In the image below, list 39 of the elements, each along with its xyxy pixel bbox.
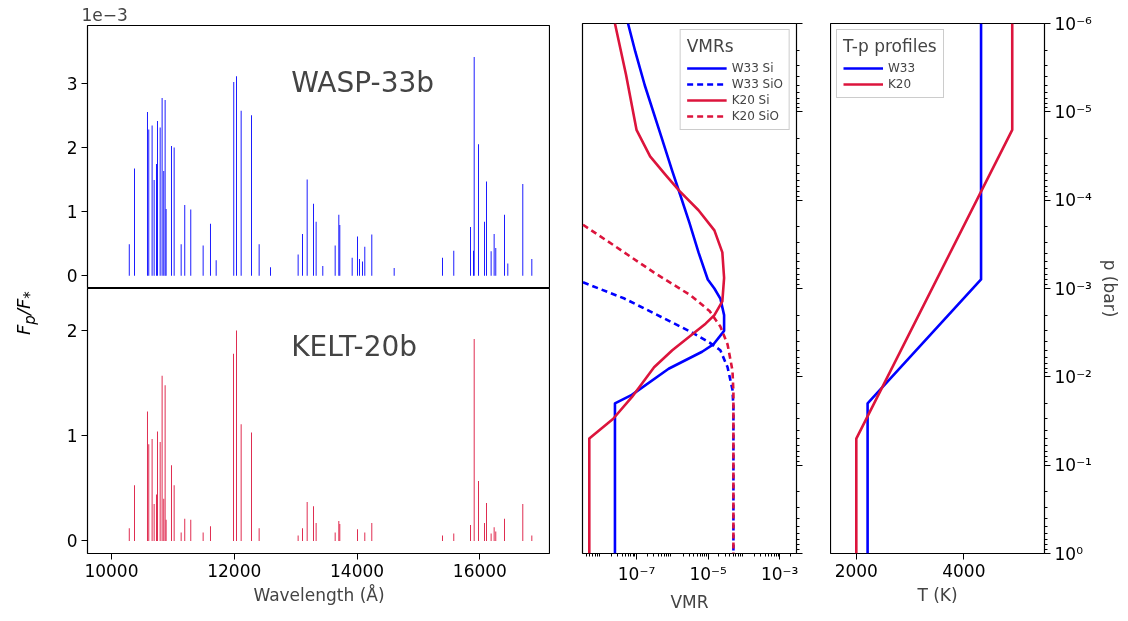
y-tick-label: 10⁻⁴ xyxy=(1054,190,1093,211)
legend-label: W33 Si xyxy=(731,61,774,75)
line-series xyxy=(866,23,983,554)
text: WASP-33b xyxy=(291,66,435,100)
y-tick-label: 2 xyxy=(66,321,78,342)
y-tick-label: 10⁻² xyxy=(1054,366,1092,387)
x-axis-title: T (K) xyxy=(916,584,958,605)
legend-title: VMRs xyxy=(686,36,735,56)
y-tick-label: 10⁻³ xyxy=(1054,278,1092,299)
y-tick-label: 1 xyxy=(66,426,78,447)
x-tick-label: 2000 xyxy=(834,560,878,581)
text: KELT-20b xyxy=(291,329,418,363)
x-tick-label: 12000 xyxy=(207,560,262,581)
y-axis-title: p (bar) xyxy=(1099,259,1120,318)
legend-label: W33 xyxy=(888,61,916,75)
legend-label: W33 SiO xyxy=(731,77,783,91)
x-tick-label: 10000 xyxy=(84,560,139,581)
y-tick-label: 10⁻⁵ xyxy=(1054,101,1092,122)
legend-label: K20 xyxy=(888,77,912,91)
y-tick-label: 0 xyxy=(66,266,78,287)
y-tick-label: 2 xyxy=(66,137,78,158)
text: 1e−3 xyxy=(81,4,128,25)
x-axis-title: Wavelength (Å) xyxy=(253,583,385,605)
x-tick-label: 10⁻⁵ xyxy=(689,563,727,584)
y-tick-label: 0 xyxy=(66,531,78,552)
x-tick-label: 10⁻³ xyxy=(760,563,799,584)
y-tick-label: 1 xyxy=(66,202,78,223)
legend-label: K20 Si xyxy=(731,93,770,107)
legend-title: T-p profiles xyxy=(843,36,937,56)
y-tick-label: 3 xyxy=(66,73,78,94)
x-axis-title: VMR xyxy=(670,591,709,612)
y-tick-label: 10⁻¹ xyxy=(1054,455,1092,476)
y-tick-label: 10⁻⁶ xyxy=(1054,13,1093,34)
x-tick-label: 10⁻⁷ xyxy=(617,563,656,584)
y-tick-label: 10⁰ xyxy=(1054,543,1084,564)
x-tick-label: 16000 xyxy=(452,560,507,581)
x-tick-label: 14000 xyxy=(330,560,385,581)
x-tick-label: 4000 xyxy=(942,560,986,581)
legend-label: K20 SiO xyxy=(731,109,779,123)
